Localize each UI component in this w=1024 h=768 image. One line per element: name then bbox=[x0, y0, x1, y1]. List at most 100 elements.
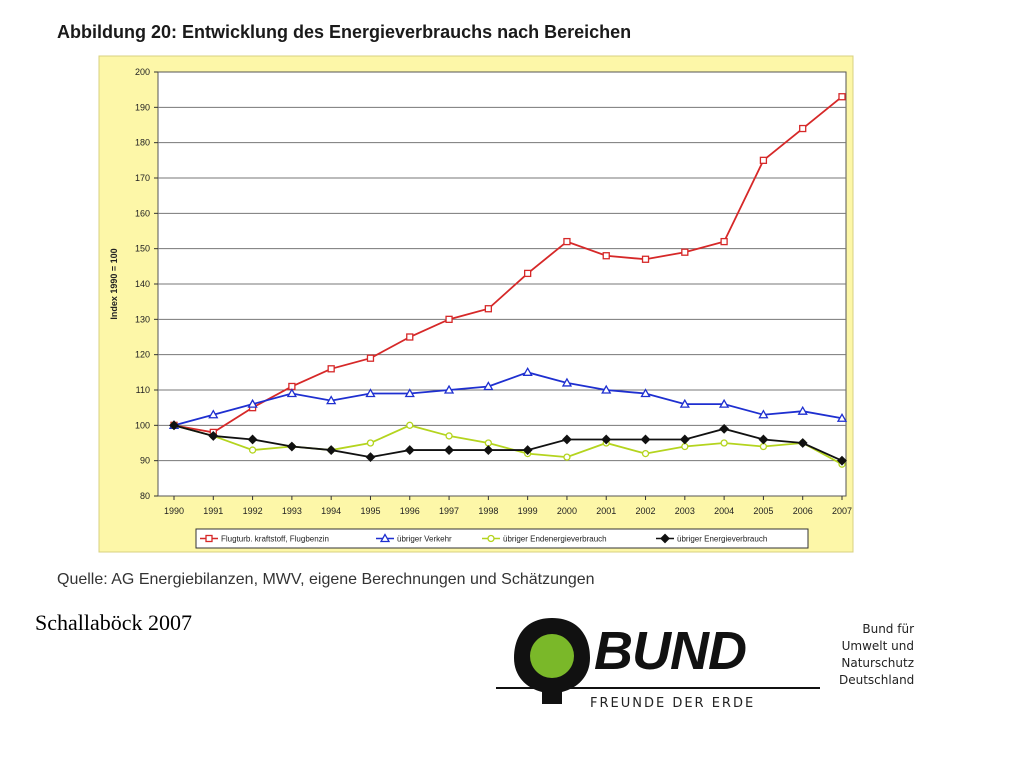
x-tick-label: 1998 bbox=[478, 506, 498, 516]
data-point bbox=[838, 93, 846, 101]
data-point bbox=[286, 441, 297, 452]
series-lines bbox=[168, 93, 848, 468]
logo-tagline: FREUNDE DER ERDE bbox=[590, 696, 756, 711]
data-point bbox=[797, 405, 808, 415]
series-line bbox=[173, 424, 843, 465]
data-point bbox=[522, 445, 533, 455]
data-point bbox=[640, 434, 651, 445]
series-4 bbox=[169, 420, 847, 466]
data-point bbox=[640, 388, 651, 398]
logo-side-line-3: Naturschutz bbox=[841, 656, 914, 670]
data-point bbox=[759, 156, 768, 164]
data-point bbox=[208, 431, 219, 441]
data-point bbox=[484, 439, 493, 447]
data-point bbox=[563, 237, 571, 246]
data-point bbox=[208, 409, 219, 419]
legend-label: übriger Verkehr bbox=[397, 535, 452, 544]
x-tick-label: 1992 bbox=[243, 506, 263, 516]
legend-marker bbox=[660, 533, 670, 544]
x-tick-label: 2005 bbox=[753, 506, 773, 516]
legend: Flugturb. kraftstoff, Flugbenzin übriger … bbox=[195, 528, 809, 549]
x-tick-label: 1995 bbox=[360, 506, 380, 516]
logo-earth-icon bbox=[530, 634, 574, 678]
logo-side-line-1: Bund für bbox=[862, 622, 914, 636]
data-point bbox=[720, 439, 728, 447]
data-point bbox=[247, 434, 258, 445]
legend-label: übriger Endenergieverbrauch bbox=[503, 535, 607, 544]
data-point bbox=[522, 367, 533, 376]
y-tick-label: 200 bbox=[135, 67, 150, 77]
data-point bbox=[681, 248, 689, 256]
x-tick-label: 2000 bbox=[557, 506, 577, 516]
x-tick-label: 1994 bbox=[321, 506, 341, 516]
x-tick-label: 2007 bbox=[832, 506, 852, 516]
data-point bbox=[443, 384, 455, 394]
data-point bbox=[365, 388, 376, 398]
y-axis-label: Index 1990 = 100 bbox=[109, 248, 119, 319]
data-point bbox=[248, 446, 257, 454]
line-chart: 80 90 100 110 120 130 140 150 160 170 180 190 200 19… bbox=[98, 55, 854, 553]
series-line bbox=[173, 96, 843, 434]
x-tick-label: 1993 bbox=[282, 506, 302, 516]
x-tick-label: 2002 bbox=[636, 506, 656, 516]
data-point bbox=[483, 445, 494, 455]
logo-side-line-2: Umwelt und bbox=[841, 639, 914, 653]
data-point bbox=[444, 445, 454, 455]
logo-wordmark: BUND bbox=[594, 621, 747, 681]
data-point bbox=[799, 124, 807, 133]
data-point bbox=[758, 409, 769, 419]
x-tick-labels: 1990 1991 1992 1993 1994 1995 1996 1997 1998 1999… bbox=[164, 506, 852, 516]
data-point bbox=[561, 377, 573, 387]
x-tick-label: 1996 bbox=[400, 506, 420, 516]
data-point bbox=[679, 434, 690, 445]
data-point bbox=[837, 455, 847, 466]
data-point bbox=[563, 453, 571, 461]
data-point bbox=[406, 421, 414, 429]
logo-side-line-4: Deutschland bbox=[839, 673, 915, 687]
data-point bbox=[365, 452, 376, 463]
y-tick-label: 90 bbox=[140, 456, 150, 466]
data-point bbox=[169, 420, 179, 431]
data-point bbox=[247, 398, 258, 408]
author-note: Schallaböck 2007 bbox=[35, 610, 193, 635]
data-point bbox=[601, 434, 612, 445]
data-point bbox=[601, 384, 612, 394]
data-point bbox=[641, 255, 650, 263]
data-point bbox=[483, 381, 494, 391]
x-tick-label: 1997 bbox=[439, 506, 459, 516]
y-tick-label: 130 bbox=[135, 314, 150, 324]
y-tick-label: 110 bbox=[136, 385, 150, 395]
legend-box bbox=[195, 528, 809, 549]
y-tick-label: 150 bbox=[135, 244, 150, 254]
data-point bbox=[758, 434, 769, 445]
data-point bbox=[523, 269, 532, 278]
y-tick-label: 80 bbox=[140, 491, 150, 501]
bund-logo: BUND FREUNDE DER ERDE Bund für Umwelt un… bbox=[494, 612, 914, 714]
data-point bbox=[404, 445, 415, 455]
data-point bbox=[602, 252, 610, 260]
y-tick-label: 100 bbox=[135, 420, 150, 430]
data-point bbox=[836, 412, 848, 422]
data-point bbox=[484, 305, 493, 313]
source-note: Quelle: AG Energiebilanzen, MWV, eigene … bbox=[57, 571, 595, 588]
x-tick-label: 2001 bbox=[596, 506, 616, 516]
legend-marker bbox=[379, 533, 391, 543]
x-tick-label: 2006 bbox=[793, 506, 813, 516]
data-point bbox=[445, 315, 453, 323]
x-tick-label: 1991 bbox=[203, 506, 223, 516]
legend-marker bbox=[205, 534, 213, 543]
legend-label: Flugturb. kraftstoff, Flugbenzin bbox=[221, 535, 329, 544]
legend-marker bbox=[487, 534, 495, 543]
data-point bbox=[445, 432, 453, 440]
y-tick-label: 170 bbox=[135, 173, 150, 183]
data-point bbox=[366, 354, 375, 362]
y-tick-labels: 80 90 100 110 120 130 140 150 160 170 180 190 200 bbox=[135, 67, 150, 501]
data-point bbox=[759, 442, 768, 451]
data-point bbox=[720, 237, 728, 246]
data-point bbox=[641, 449, 650, 458]
data-point bbox=[679, 398, 690, 408]
data-point bbox=[718, 398, 730, 408]
y-tick-label: 120 bbox=[135, 350, 150, 360]
data-point bbox=[797, 438, 808, 448]
data-point bbox=[326, 445, 337, 455]
